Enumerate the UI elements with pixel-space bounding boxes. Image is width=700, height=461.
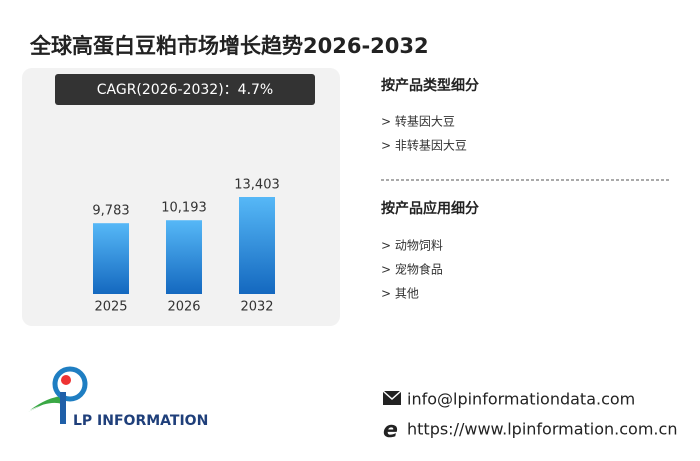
value-label: 10,193 [161,201,207,216]
segment-item: > 宠物食品 [381,262,443,277]
x-tick-label: 2026 [167,300,200,315]
value-label: 9,783 [92,204,129,219]
web-icon: e [383,418,398,443]
logo-text: LP INFORMATION [73,413,208,429]
email-icon-flap [382,390,402,401]
segment-item: > 转基因大豆 [381,114,455,129]
bar [239,197,275,294]
bar [93,223,129,294]
email: info@lpinformationdata.com [407,390,635,409]
segment-title: 按产品类型细分 [381,77,479,94]
x-tick-label: 2032 [240,300,273,315]
segment-title: 按产品应用细分 [381,200,479,217]
segment-item: > 其他 [381,287,419,301]
website: https://www.lpinformation.com.cn [407,420,677,439]
segment-item: > 非转基因大豆 [381,138,467,153]
segment-item: > 动物饲料 [381,239,443,253]
logo: LP INFORMATION [28,366,208,429]
x-tick-label: 2025 [94,300,127,315]
cagr-box [55,74,315,105]
chart-title: 全球高蛋白豆粕市场增长趋势2026-2032 [29,34,429,58]
value-label: 13,403 [234,178,280,193]
bar [166,220,202,294]
cagr-text: CAGR(2026-2032)：4.7% [97,82,273,98]
